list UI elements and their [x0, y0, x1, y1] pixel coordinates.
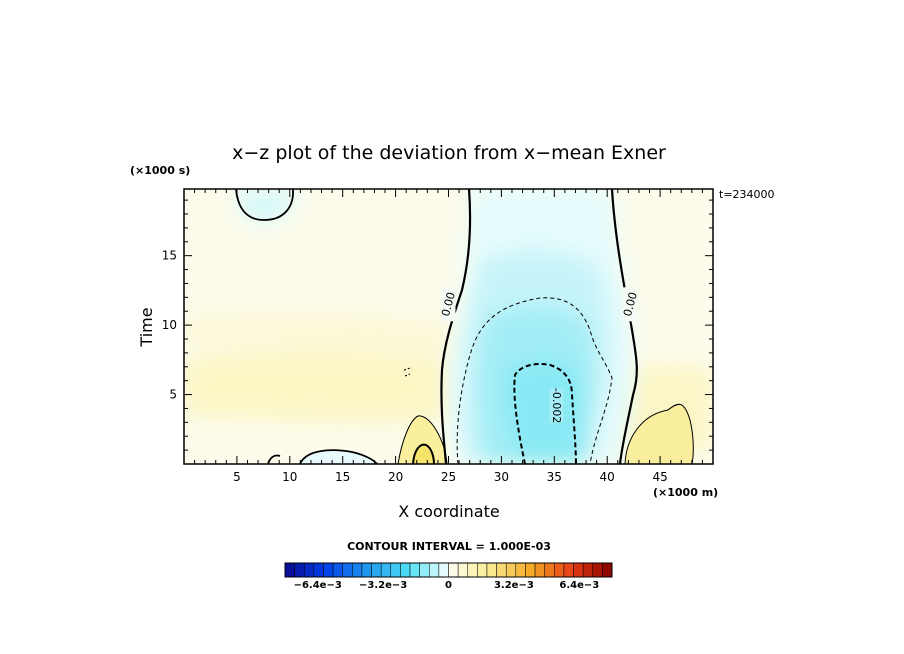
contour-label-bg	[441, 287, 456, 322]
colorbar-swatch	[505, 562, 517, 578]
pos-contour-pocket-right	[624, 403, 694, 464]
colorbar-swatch	[429, 562, 440, 578]
colorbar-swatch	[563, 562, 574, 578]
small-contour-blip	[403, 367, 411, 377]
colorbar-swatch	[332, 562, 343, 578]
colorbar-swatch	[313, 562, 324, 578]
plot-area: 0.00 0.00 -0.002 5 10 15 20 25 30 35 40 45 5 10 15	[162, 188, 714, 484]
colorbar-swatch	[515, 562, 526, 578]
pos-contour-pocket	[397, 415, 448, 464]
colorbar-swatch	[592, 562, 603, 578]
colorbar-swatch	[419, 562, 430, 578]
y-axis-title: Time	[137, 307, 156, 347]
negative-core	[503, 359, 583, 464]
y-unit-label: (×1000 s)	[130, 164, 190, 177]
positive-pocket-right	[625, 404, 694, 464]
negative-lobe-bottom	[300, 450, 376, 464]
x-axis-title: X coordinate	[398, 502, 499, 521]
colorbar-swatch	[342, 562, 353, 578]
colorbar-swatch	[573, 562, 584, 578]
colorbar-swatch	[400, 562, 411, 578]
x-tick-label: 20	[388, 470, 403, 484]
colorbar-swatch	[438, 562, 449, 578]
zero-contour-left	[440, 189, 472, 464]
y-axis: 5 10 15	[162, 249, 177, 402]
colorbar-swatch	[303, 562, 315, 578]
colorbar-swatch	[496, 562, 507, 578]
colorbar	[284, 562, 613, 578]
negative-lobe-top	[236, 189, 295, 222]
x-tick-label: 30	[494, 470, 509, 484]
time-stamp: t=234000	[719, 188, 775, 201]
colorbar-swatch	[525, 562, 536, 578]
colorbar-swatch	[323, 562, 334, 578]
neg-contour-outer	[456, 297, 613, 464]
colorbar-swatch	[284, 562, 295, 578]
x-axis: 5 10 15 20 25 30 35 40 45	[233, 470, 668, 484]
zero-contour-right	[610, 189, 638, 464]
chart-title: x−z plot of the deviation from x−mean Ex…	[232, 142, 666, 164]
colorbar-swatch	[467, 562, 478, 578]
colorbar-swatch	[361, 562, 372, 578]
contour-labels: 0.00 0.00 -0.002	[439, 287, 640, 423]
colorbar-swatch	[582, 562, 594, 578]
contour-label: 0.00	[621, 291, 640, 318]
x-tick-label: 25	[441, 470, 456, 484]
filled-contours	[184, 189, 713, 464]
contour-label: -0.002	[550, 388, 563, 423]
contour-label: 0.00	[439, 291, 458, 318]
colorbar-swatch	[486, 562, 497, 578]
colorbar-swatch	[602, 562, 613, 578]
colorbar-swatch	[457, 562, 468, 578]
colorbar-ticks: −6.4e−3 −3.2e−3 0 3.2e−3 6.4e−3	[294, 580, 600, 591]
x-tick-label: 5	[233, 470, 241, 484]
colorbar-swatch	[390, 562, 401, 578]
minor-ticks	[184, 189, 713, 464]
colorbar-swatch	[380, 562, 392, 578]
colorbar-swatch	[554, 562, 565, 578]
colorbar-tick-label: 0	[445, 580, 452, 591]
contour-label-bg	[623, 287, 638, 322]
colorbar-swatch	[371, 562, 382, 578]
positive-band	[184, 348, 445, 423]
colorbar-swatch	[477, 562, 488, 578]
pos-contour-pocket-core	[412, 443, 435, 464]
colorbar-swatch	[544, 562, 555, 578]
x-tick-label: 10	[282, 470, 297, 484]
contour-label-bg	[549, 388, 564, 423]
y-tick-label: 5	[169, 388, 177, 402]
y-tick-label: 10	[162, 318, 177, 332]
colorbar-swatch	[448, 562, 459, 578]
colorbar-swatch	[409, 562, 420, 578]
colorbar-swatch	[534, 562, 545, 578]
x-unit-label: (×1000 m)	[653, 486, 718, 499]
colorbar-frame	[284, 562, 613, 578]
zero-contour-top-lobe	[235, 189, 294, 221]
x-tick-label: 15	[335, 470, 350, 484]
positive-band-upper	[184, 313, 450, 355]
colorbar-tick-label: 6.4e−3	[559, 580, 599, 591]
colorbar-tick-label: −6.4e−3	[294, 580, 342, 591]
x-tick-label: 35	[547, 470, 562, 484]
x-tick-label: 40	[600, 470, 615, 484]
colorbar-tick-label: 3.2e−3	[494, 580, 534, 591]
colorbar-swatch	[352, 562, 363, 578]
x-tick-label: 45	[652, 470, 667, 484]
colorbar-swatch	[294, 562, 305, 578]
positive-pocket-core	[413, 444, 434, 464]
colorbar-tick-label: −3.2e−3	[359, 580, 407, 591]
neg-contour-core	[513, 363, 577, 464]
contour-lines	[235, 189, 694, 464]
y-tick-label: 15	[162, 249, 177, 263]
contour-interval-label: CONTOUR INTERVAL = 1.000E-03	[347, 540, 551, 553]
